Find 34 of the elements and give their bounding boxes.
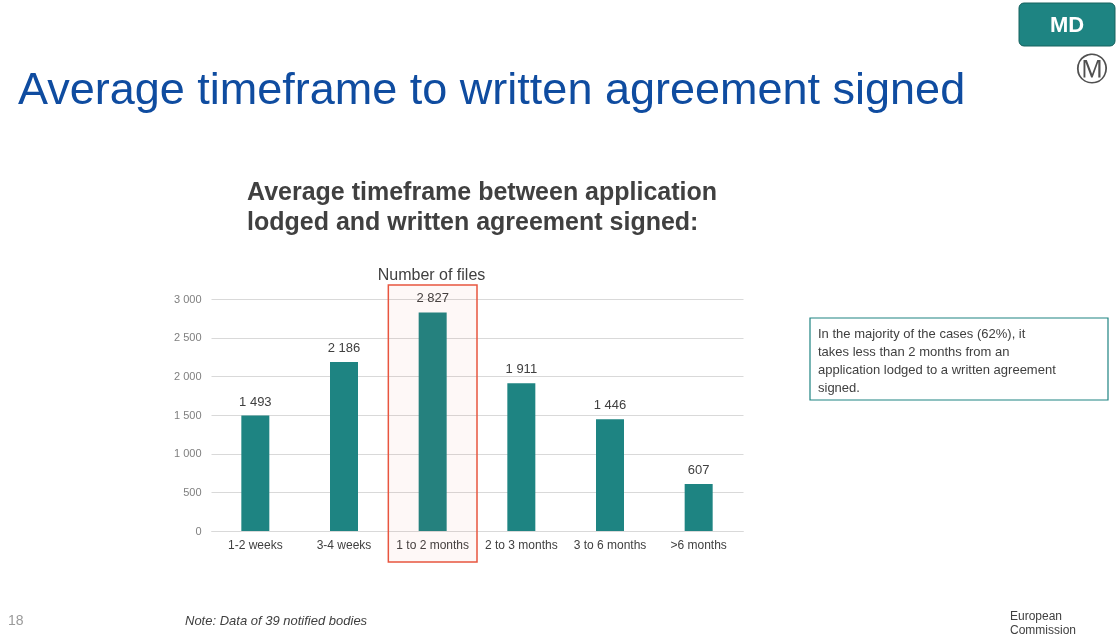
- text: Ⓜ: [1076, 51, 1108, 87]
- y-tick-label: 2 500: [173, 331, 202, 344]
- chart-title: Average timeframe to written agreement signed: [18, 63, 966, 114]
- y-tick-label: 500: [183, 485, 202, 498]
- bar: [418, 312, 447, 531]
- y-tick-label: 3 000: [173, 292, 202, 305]
- text: In the majority of the cases (62%), it takes less than 2 months from an application lodged to a written agreement signed.: [818, 326, 1057, 395]
- text: European Commission: [1010, 609, 1077, 637]
- text: Note: Data of 39 notified bodies: [185, 613, 368, 628]
- x-tick-label: >6 months: [670, 537, 727, 552]
- x-tick-label: 1 to 2 months: [396, 537, 470, 552]
- data-label: 607: [687, 462, 710, 478]
- x-tick-label: 2 to 3 months: [484, 537, 558, 552]
- x-tick-label: 1-2 weeks: [227, 537, 283, 552]
- x-tick-label: 3-4 weeks: [316, 537, 372, 552]
- data-label: 1 911: [505, 361, 538, 377]
- y-tick-label: 0: [195, 524, 202, 537]
- y-tick-label: 1 500: [173, 408, 202, 421]
- bar: [241, 415, 270, 531]
- text: MD: [1049, 12, 1085, 37]
- y-axis-title: Number of files: [377, 265, 486, 283]
- data-label: 1 493: [239, 393, 272, 409]
- y-tick-label: 1 000: [173, 447, 202, 460]
- data-label: 2 827: [416, 290, 449, 306]
- chart-subtitle: Average timeframe between application lodged and written agreement signed:: [247, 177, 718, 235]
- y-tick-label: 2 000: [173, 369, 202, 382]
- x-tick-label: 3 to 6 months: [573, 537, 647, 552]
- data-label: 1 446: [593, 397, 627, 413]
- bar: [596, 419, 624, 531]
- bar: [684, 484, 713, 531]
- bar: [330, 361, 358, 531]
- text: 18: [8, 612, 24, 628]
- bar: [507, 383, 536, 531]
- data-label: 2 186: [327, 339, 361, 355]
